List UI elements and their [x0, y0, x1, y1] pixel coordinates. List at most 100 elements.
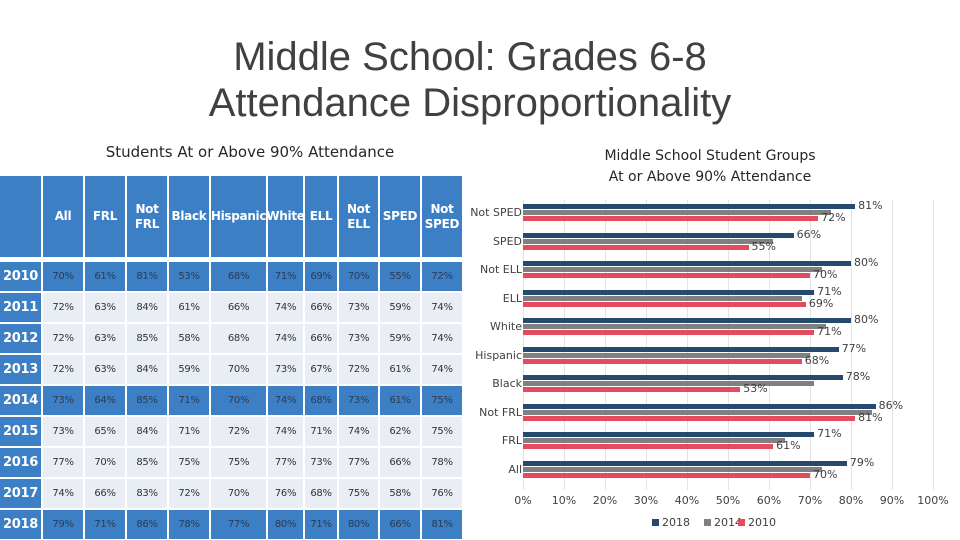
bar-2014-black — [523, 381, 815, 386]
table-cell: 81% — [422, 510, 462, 539]
table-cell: 74% — [422, 355, 462, 384]
x-tick-label: 50% — [715, 494, 741, 507]
x-tick-label: 100% — [917, 494, 949, 507]
legend-label: 2010 — [748, 516, 776, 529]
gridline — [523, 200, 524, 490]
table-cell: 74% — [268, 293, 303, 322]
bar-2014-frl — [523, 438, 786, 443]
bar-2018-ell — [523, 289, 815, 295]
table-cell: 63% — [85, 293, 125, 322]
table-cell: 73% — [43, 417, 83, 446]
table-cell: 85% — [127, 386, 167, 415]
table-cell: 73% — [305, 448, 337, 477]
table-cell: 78% — [422, 448, 462, 477]
table-header-cell: Not ELL — [339, 176, 378, 257]
table-cell: 77% — [268, 448, 303, 477]
table-header-cell: SPED — [380, 176, 420, 257]
category-label: Black — [492, 377, 522, 390]
gridline — [769, 200, 770, 490]
x-tick-label: 70% — [797, 494, 823, 507]
x-tick-label: 10% — [551, 494, 577, 507]
table-header-cell: Hispanic — [211, 176, 266, 257]
table-cell: 66% — [305, 293, 337, 322]
legend-label: 2014 — [714, 516, 742, 529]
bar-2018-not-ell — [523, 261, 851, 266]
bar-2010-ell — [523, 301, 806, 307]
legend-item: 2010 — [738, 516, 776, 529]
table-row-year: 2014 — [0, 386, 41, 415]
bar-2018-all — [523, 460, 847, 466]
bar-2010-hispanic — [523, 358, 802, 364]
table-row-year: 2015 — [0, 417, 41, 446]
table-cell: 59% — [380, 324, 420, 353]
table-cell: 68% — [305, 386, 337, 415]
bar-2014-white — [523, 324, 827, 329]
data-label: 78% — [845, 370, 871, 383]
table-cell: 71% — [305, 510, 337, 539]
bar-2010-not-ell — [523, 273, 810, 278]
bar-2014-not-ell — [523, 267, 823, 272]
table-cell: 68% — [305, 479, 337, 508]
data-label: 69% — [808, 296, 834, 310]
table-cell: 72% — [169, 479, 209, 508]
data-label: 70% — [813, 268, 838, 281]
category-label: ELL — [502, 291, 522, 305]
gridline — [810, 200, 811, 490]
data-label: 71% — [817, 427, 842, 440]
table-header-cell: White — [266, 176, 305, 257]
table-cell: 64% — [85, 386, 125, 415]
table-cell: 59% — [380, 293, 420, 322]
table-cell: 73% — [339, 324, 378, 353]
x-tick-label: 30% — [633, 494, 659, 507]
bar-2014-all — [523, 466, 823, 472]
bar-2010-sped — [523, 244, 749, 250]
category-label: Hispanic — [475, 348, 522, 362]
data-label: 86% — [878, 398, 904, 412]
gridline — [728, 200, 729, 490]
table-cell: 74% — [422, 324, 462, 353]
table-cell: 72% — [43, 324, 83, 353]
slide-title-line-1: Middle School: Grades 6-8 — [233, 35, 707, 79]
table-cell: 71% — [268, 262, 303, 291]
data-label: 81% — [858, 410, 883, 424]
table-cell: 62% — [380, 417, 420, 446]
data-label: 53% — [743, 382, 768, 395]
table-header-cell: Black — [169, 176, 209, 257]
table-cell: 71% — [169, 386, 209, 415]
data-label: 81% — [858, 199, 883, 212]
x-tick-label: 90% — [879, 494, 905, 507]
table-cell: 75% — [211, 448, 266, 477]
table-cell: 83% — [127, 479, 167, 508]
table-cell: 61% — [169, 293, 209, 322]
table-cell: 81% — [127, 262, 167, 291]
table-cell: 66% — [380, 448, 420, 477]
table-cell: 67% — [305, 355, 337, 384]
data-label: 71% — [817, 325, 842, 338]
table-cell: 63% — [85, 355, 125, 384]
table-cell: 75% — [422, 386, 462, 415]
bar-2014-not-frl — [523, 409, 872, 415]
table-cell: 72% — [422, 262, 462, 291]
legend-item: 2014 — [704, 516, 742, 529]
table-cell: 76% — [268, 479, 303, 508]
bar-2010-not-frl — [523, 415, 856, 421]
gridline — [892, 200, 893, 490]
table-cell: 72% — [339, 355, 378, 384]
table-cell: 63% — [85, 324, 125, 353]
table-cell: 76% — [422, 479, 462, 508]
gridline — [933, 200, 934, 490]
table-cell: 69% — [305, 262, 337, 291]
legend-label: 2018 — [662, 516, 690, 529]
data-label: 66% — [796, 227, 822, 241]
table-cell: 73% — [339, 293, 378, 322]
category-label: Not SPED — [470, 206, 522, 219]
data-label: 71% — [817, 284, 842, 298]
bar-2010-frl — [523, 444, 774, 449]
x-tick-label: 20% — [592, 494, 618, 507]
table-cell: 84% — [127, 355, 167, 384]
table-cell: 70% — [85, 448, 125, 477]
bar-2010-all — [523, 472, 810, 478]
chart-title-line-2: At or Above 90% Attendance — [608, 169, 812, 185]
category-label: SPED — [492, 234, 522, 248]
table-cell: 77% — [211, 510, 266, 539]
